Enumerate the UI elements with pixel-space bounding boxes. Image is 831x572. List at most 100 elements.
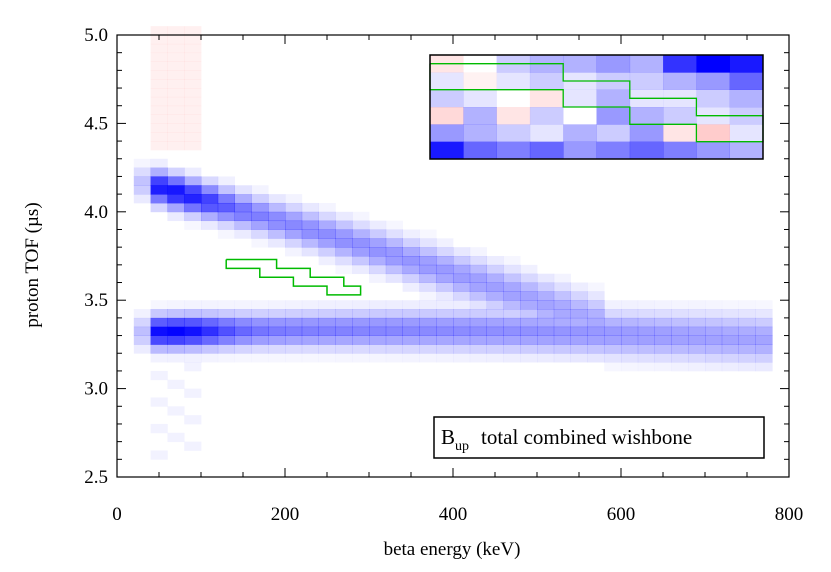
heatmap-cell xyxy=(520,326,538,336)
heatmap-cell xyxy=(604,309,622,319)
heatmap-cell xyxy=(318,326,336,336)
heatmap-cell xyxy=(352,247,370,257)
heatmap-cell xyxy=(335,344,353,354)
heatmap-cell xyxy=(184,326,202,336)
heatmap-cell xyxy=(285,229,303,239)
inset-cell xyxy=(596,141,631,160)
inset-cell xyxy=(663,55,697,73)
heatmap-cell xyxy=(217,335,235,345)
heatmap-cell xyxy=(402,353,420,363)
heatmap-cell xyxy=(318,317,336,328)
heatmap-cell xyxy=(133,158,151,168)
heatmap-cell xyxy=(637,326,655,336)
heatmap-cell xyxy=(167,96,185,107)
heatmap-cell xyxy=(251,238,268,247)
heatmap-cell xyxy=(217,344,235,354)
heatmap-cell xyxy=(469,317,487,328)
heatmap-cell xyxy=(503,309,521,319)
heatmap-cell xyxy=(385,317,403,328)
heatmap-cell xyxy=(167,61,185,71)
heatmap-cell xyxy=(234,335,252,345)
inset-cell xyxy=(696,124,730,142)
heatmap-cell xyxy=(469,282,487,292)
heatmap-cell xyxy=(201,220,219,230)
heatmap-cell xyxy=(150,309,168,319)
x-tick-label: 800 xyxy=(775,504,804,525)
heatmap-cell xyxy=(301,344,319,354)
y-tick-label: 4.5 xyxy=(84,113,108,134)
heatmap-cell xyxy=(453,256,471,266)
heatmap-cell xyxy=(285,326,303,336)
inset-cell xyxy=(497,90,531,108)
heatmap-cell xyxy=(436,344,454,354)
heatmap-cell xyxy=(301,317,319,328)
heatmap-cell xyxy=(738,326,756,336)
heatmap-cell xyxy=(369,238,387,248)
heatmap-cell xyxy=(201,335,219,345)
heatmap-cell xyxy=(671,344,689,354)
heatmap-cell xyxy=(705,300,723,310)
heatmap-cell xyxy=(537,300,555,310)
heatmap-cell xyxy=(402,256,420,266)
inset-cell xyxy=(430,141,464,160)
heatmap-cell xyxy=(184,52,202,62)
heatmap-cell xyxy=(184,202,202,213)
heatmap-cell xyxy=(352,309,370,319)
heatmap-cell xyxy=(436,326,454,336)
inset-cell xyxy=(563,89,597,108)
heatmap-cell xyxy=(301,202,319,213)
heatmap-cell xyxy=(402,247,420,257)
heatmap-cell xyxy=(335,256,353,266)
heatmap-cell xyxy=(369,256,387,266)
heatmap-cell xyxy=(503,256,520,265)
heatmap-cell xyxy=(755,344,773,354)
heatmap-cell xyxy=(301,247,319,257)
heatmap-cell xyxy=(537,335,555,345)
heatmap-cell xyxy=(537,317,555,328)
heatmap-cell xyxy=(352,317,370,328)
heatmap-cell xyxy=(201,300,219,310)
heatmap-cell xyxy=(671,300,689,310)
heatmap-cell xyxy=(335,247,353,257)
heatmap-cell xyxy=(671,353,689,363)
heatmap-cell xyxy=(217,202,235,213)
heatmap-cell xyxy=(167,335,185,345)
inset-cell xyxy=(430,124,464,142)
heatmap-cell xyxy=(133,344,151,354)
inset-cell xyxy=(463,124,497,142)
heatmap-cell xyxy=(537,353,555,363)
inset-cell xyxy=(563,124,597,142)
heatmap-cell xyxy=(167,326,185,336)
inset-cell xyxy=(463,89,497,108)
heatmap-cell xyxy=(436,309,454,319)
heatmap-cell xyxy=(738,335,756,345)
heatmap-cell xyxy=(167,379,185,389)
heatmap-cell xyxy=(184,185,202,195)
heatmap-cell xyxy=(318,344,336,354)
heatmap-cell xyxy=(453,282,471,292)
heatmap-cell xyxy=(184,176,202,186)
heatmap-cell xyxy=(419,256,437,266)
heatmap-cell xyxy=(537,344,555,354)
inset-cell xyxy=(629,72,664,90)
heatmap-cell xyxy=(621,326,639,336)
heatmap-cell xyxy=(251,335,269,345)
heatmap-cell xyxy=(251,326,269,336)
heatmap-cell xyxy=(385,247,403,257)
heatmap-cell xyxy=(352,344,370,354)
heatmap-cell xyxy=(553,309,571,319)
heatmap-cell xyxy=(217,309,235,319)
heatmap-cell xyxy=(335,229,353,239)
heatmap-cell xyxy=(217,185,235,195)
y-tick-label: 2.5 xyxy=(84,467,108,488)
heatmap-cell xyxy=(268,317,286,328)
heatmap-cell xyxy=(150,194,168,204)
heatmap-cell xyxy=(654,317,672,328)
heatmap-cell xyxy=(385,273,403,283)
heatmap-cell xyxy=(503,282,521,292)
inset-cell xyxy=(729,55,764,73)
heatmap-cell xyxy=(251,194,269,204)
inset-cell xyxy=(430,107,464,125)
heatmap-cell xyxy=(150,185,168,195)
axes: 0 200 400 600 800 2.5 3.0 3.5 4.0 4.5 5.0 xyxy=(84,25,803,525)
